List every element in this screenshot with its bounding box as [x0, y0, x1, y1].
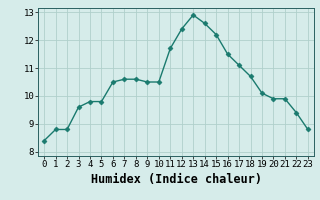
X-axis label: Humidex (Indice chaleur): Humidex (Indice chaleur)	[91, 173, 261, 186]
